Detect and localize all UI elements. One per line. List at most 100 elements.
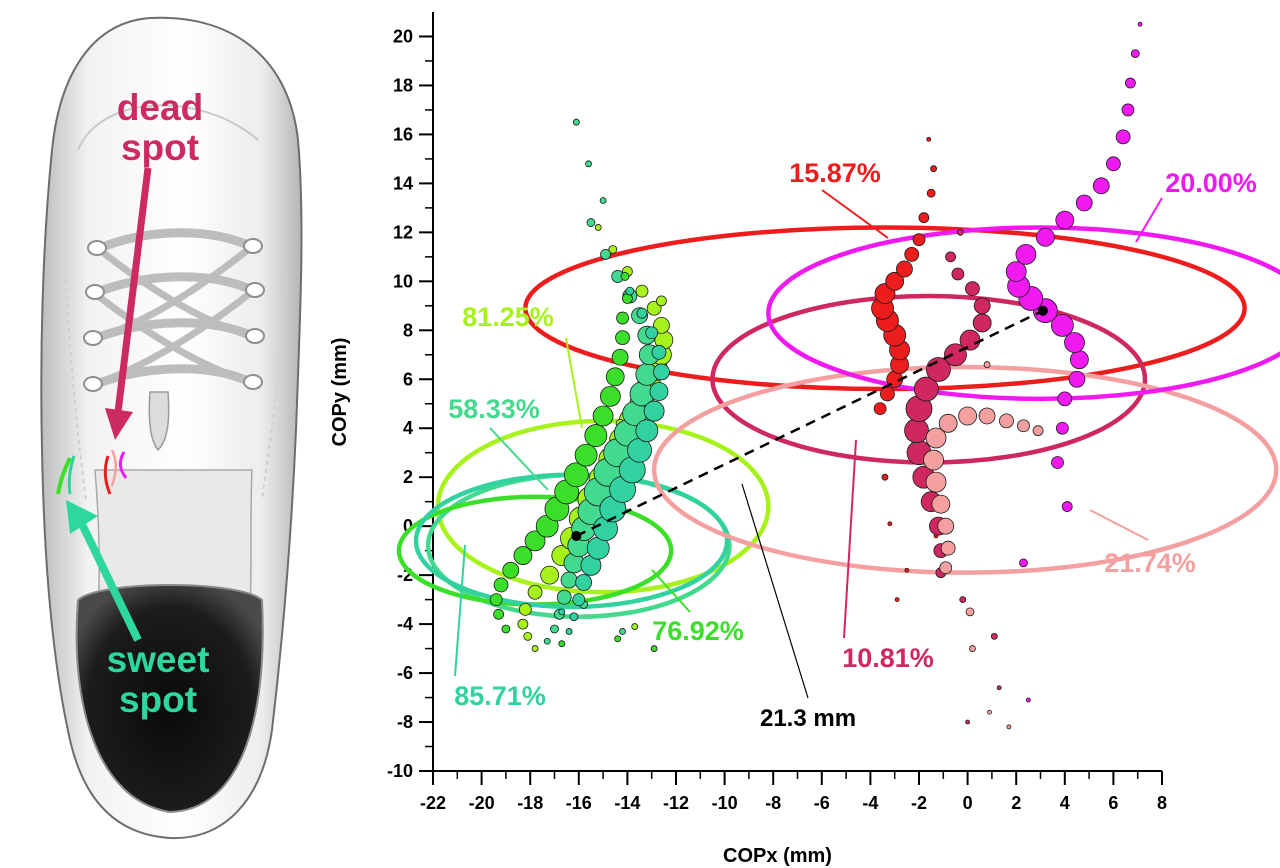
- y-tick-label: 14: [393, 173, 413, 193]
- x-tick-label: -2: [911, 793, 927, 813]
- sweet-spot-arrow: [76, 518, 142, 642]
- x-tick-label: 6: [1108, 793, 1118, 813]
- data-point-s4-17: [887, 521, 893, 527]
- data-point-s2-20: [620, 272, 630, 281]
- percent-leader-3: [454, 544, 466, 677]
- data-point-s2-12: [584, 424, 608, 447]
- data-point-s5-19: [990, 632, 998, 640]
- data-point-s0-3: [518, 603, 532, 616]
- percent-leader-1: [489, 427, 549, 491]
- percent-label-1: 58.33%: [448, 394, 540, 424]
- data-point-s6-13: [983, 361, 991, 368]
- data-point-s1-0: [543, 637, 551, 645]
- y-tick-label: 8: [403, 320, 413, 340]
- data-point-s6-1: [940, 540, 956, 556]
- data-point-s7-12: [1075, 194, 1093, 212]
- percent-label-6: 21.74%: [1104, 548, 1196, 578]
- cop-points: [489, 21, 1143, 730]
- data-point-s7-22: [1061, 501, 1073, 512]
- distance-label: 21.3 mm: [760, 705, 856, 732]
- percent-label-0: 81.25%: [462, 302, 554, 332]
- x-tick-label: -22: [420, 793, 446, 813]
- dead-spot-arrowhead: [105, 408, 133, 440]
- data-point-s3-17: [636, 307, 648, 319]
- data-point-s4-10: [904, 246, 920, 262]
- data-point-s0-0: [531, 645, 539, 652]
- data-point-s2-18: [616, 311, 629, 325]
- x-tick-label: -20: [469, 793, 495, 813]
- distance-leader: [741, 483, 809, 699]
- y-tick-label: -6: [397, 663, 413, 683]
- data-point-s3-18: [625, 286, 635, 296]
- x-tick-label: -12: [663, 793, 689, 813]
- y-tick-label: -8: [397, 712, 413, 732]
- distance-line: [575, 309, 1044, 538]
- data-point-s7-14: [1106, 156, 1121, 172]
- data-point-s7-20: [1055, 421, 1069, 435]
- data-point-s2-0: [501, 624, 511, 634]
- mean-point-sweet: [571, 530, 582, 541]
- data-point-s2-21: [614, 635, 622, 643]
- data-point-s4-13: [926, 188, 936, 198]
- data-point-s6-15: [969, 645, 976, 652]
- data-point-s3-14: [653, 363, 670, 381]
- data-point-s6-8: [958, 406, 977, 426]
- data-point-s7-2: [1069, 350, 1089, 370]
- data-point-s2-6: [524, 530, 546, 552]
- data-point-s1-23: [585, 160, 592, 168]
- data-point-s0-2: [517, 618, 529, 630]
- data-point-s5-13: [973, 297, 991, 315]
- data-point-s1-24: [572, 118, 580, 126]
- data-point-s1-3: [556, 589, 572, 605]
- y-tick-label: 10: [393, 271, 413, 291]
- data-point-s3-11: [635, 419, 659, 443]
- data-point-s0-1: [523, 631, 533, 641]
- data-point-s7-11: [1055, 210, 1075, 230]
- data-point-s0-21: [635, 284, 649, 298]
- data-point-s5-16: [945, 251, 956, 263]
- data-point-s6-4: [925, 471, 947, 493]
- data-point-s0-4: [527, 584, 543, 600]
- data-point-s6-17: [1006, 724, 1012, 730]
- data-point-s7-9: [1015, 243, 1037, 265]
- x-tick-label: -14: [614, 793, 640, 813]
- data-point-s3-16: [645, 326, 659, 340]
- data-point-s2-1: [493, 608, 505, 620]
- data-point-s3-15: [651, 344, 667, 360]
- sweet-spot-label-line1: sweet: [107, 639, 210, 680]
- shoe-illustration: dead spot sweet spot: [40, 16, 303, 840]
- data-point-s7-10: [1035, 227, 1055, 247]
- x-tick-label: -18: [517, 793, 543, 813]
- y-tick-label: -4: [397, 614, 413, 634]
- data-point-s0-23: [608, 245, 618, 254]
- percent-label-3: 85.71%: [454, 681, 546, 711]
- data-point-s7-4: [1050, 313, 1074, 337]
- data-point-s7-1: [1068, 370, 1086, 388]
- y-tick-label: 16: [393, 124, 413, 144]
- data-point-s7-24: [1025, 697, 1031, 703]
- y-tick-label: 2: [403, 467, 413, 487]
- data-point-s2-15: [605, 367, 625, 387]
- data-point-s2-16: [611, 348, 629, 366]
- x-tick-label: -6: [814, 793, 830, 813]
- data-point-s2-13: [592, 405, 614, 427]
- y-tick-label: -10: [387, 761, 413, 781]
- shoe-collar: [75, 584, 264, 814]
- data-point-s4-8: [885, 271, 905, 291]
- x-tick-label: 8: [1157, 793, 1167, 813]
- shoe-eyelets: [83, 238, 265, 392]
- data-point-s5-14: [965, 281, 980, 297]
- data-point-s3-2: [572, 593, 586, 607]
- sweet-spot-arrowhead: [66, 500, 98, 534]
- data-point-s4-15: [873, 402, 887, 416]
- data-point-s7-8: [1005, 261, 1027, 282]
- data-point-s1-22: [586, 218, 596, 227]
- data-point-s7-21: [1051, 456, 1064, 469]
- data-point-s6-12: [1032, 425, 1044, 437]
- percent-label-7: 20.00%: [1165, 168, 1257, 198]
- data-point-s6-2: [937, 517, 955, 535]
- percent-label-4: 15.87%: [789, 158, 881, 188]
- data-point-s1-26: [619, 628, 626, 635]
- data-point-s7-18: [1130, 49, 1140, 59]
